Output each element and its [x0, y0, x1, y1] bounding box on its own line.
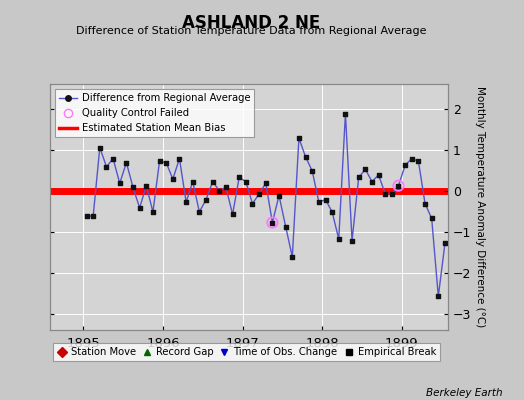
- Point: [129, 184, 137, 190]
- Point: [361, 166, 369, 172]
- Y-axis label: Monthly Temperature Anomaly Difference (°C): Monthly Temperature Anomaly Difference (…: [475, 86, 485, 328]
- Point: [235, 174, 243, 181]
- Point: [162, 160, 170, 166]
- Point: [149, 209, 157, 215]
- Point: [228, 211, 237, 218]
- Point: [255, 191, 263, 197]
- Point: [354, 174, 363, 181]
- Text: 1898: 1898: [305, 337, 339, 350]
- Point: [102, 164, 111, 170]
- Point: [294, 135, 303, 141]
- Point: [82, 213, 91, 219]
- Text: 1896: 1896: [146, 337, 180, 350]
- Point: [348, 238, 356, 244]
- Point: [268, 219, 277, 226]
- Point: [109, 156, 117, 162]
- Point: [135, 205, 144, 211]
- Point: [115, 180, 124, 186]
- Legend: Difference from Regional Average, Quality Control Failed, Estimated Station Mean: Difference from Regional Average, Qualit…: [55, 89, 255, 137]
- Point: [215, 187, 223, 194]
- Point: [321, 196, 330, 203]
- Point: [434, 293, 442, 300]
- Point: [169, 176, 177, 182]
- Point: [175, 156, 183, 162]
- Point: [288, 254, 297, 260]
- Point: [314, 199, 323, 205]
- Point: [341, 110, 350, 117]
- Text: 1899: 1899: [385, 337, 419, 350]
- Text: Difference of Station Temperature Data from Regional Average: Difference of Station Temperature Data f…: [77, 26, 427, 36]
- Point: [89, 213, 97, 219]
- Point: [414, 158, 422, 164]
- Point: [374, 172, 383, 178]
- Point: [261, 180, 270, 186]
- Point: [388, 191, 396, 197]
- Text: Berkeley Earth: Berkeley Earth: [427, 388, 503, 398]
- Point: [95, 144, 104, 151]
- Point: [182, 199, 190, 205]
- Point: [308, 168, 316, 174]
- Point: [441, 240, 449, 246]
- Point: [334, 236, 343, 242]
- Point: [209, 178, 217, 185]
- Point: [301, 154, 310, 160]
- Point: [155, 158, 163, 164]
- Point: [268, 219, 277, 226]
- Point: [248, 200, 257, 207]
- Point: [142, 182, 150, 189]
- Point: [242, 178, 250, 185]
- Point: [189, 178, 197, 185]
- Text: ASHLAND 2 NE: ASHLAND 2 NE: [182, 14, 321, 32]
- Point: [281, 224, 290, 230]
- Text: 1895: 1895: [67, 337, 100, 350]
- Point: [328, 209, 336, 215]
- Point: [381, 191, 389, 197]
- Point: [421, 200, 429, 207]
- Point: [122, 160, 130, 166]
- Point: [401, 162, 409, 168]
- Legend: Station Move, Record Gap, Time of Obs. Change, Empirical Break: Station Move, Record Gap, Time of Obs. C…: [52, 343, 440, 361]
- Text: 1897: 1897: [226, 337, 259, 350]
- Point: [275, 192, 283, 199]
- Point: [428, 215, 436, 222]
- Point: [408, 156, 416, 162]
- Point: [394, 182, 402, 189]
- Point: [222, 184, 230, 190]
- Point: [394, 182, 402, 189]
- Point: [195, 209, 203, 215]
- Point: [368, 178, 376, 185]
- Point: [202, 196, 210, 203]
